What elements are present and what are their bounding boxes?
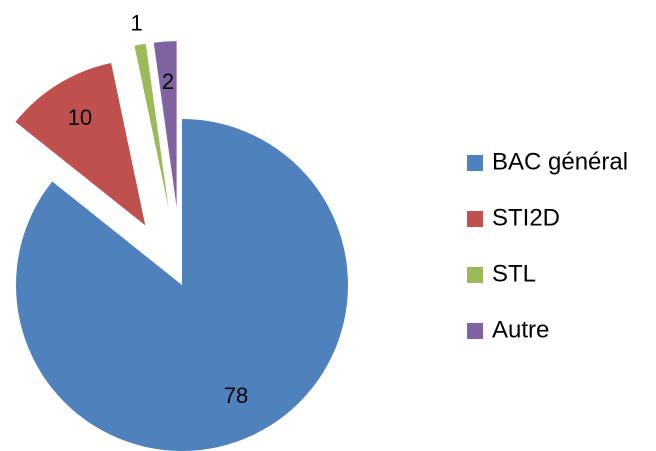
data-label: 1 — [131, 11, 143, 36]
legend-swatch — [467, 211, 483, 227]
pie-slice — [15, 62, 146, 226]
legend-label: BAC général — [492, 148, 628, 175]
legend-swatch — [467, 155, 483, 171]
data-label: 10 — [68, 105, 92, 130]
legend-label: Autre — [492, 316, 549, 343]
data-label: 2 — [162, 69, 174, 94]
pie-slice — [134, 43, 169, 209]
legend-swatch — [467, 323, 483, 339]
legend-swatch — [467, 267, 483, 283]
legend-label: STI2D — [492, 204, 560, 231]
legend-label: STL — [492, 260, 536, 287]
pie-slice — [153, 41, 177, 208]
data-label: 78 — [224, 383, 248, 408]
pie-slice — [16, 119, 348, 451]
